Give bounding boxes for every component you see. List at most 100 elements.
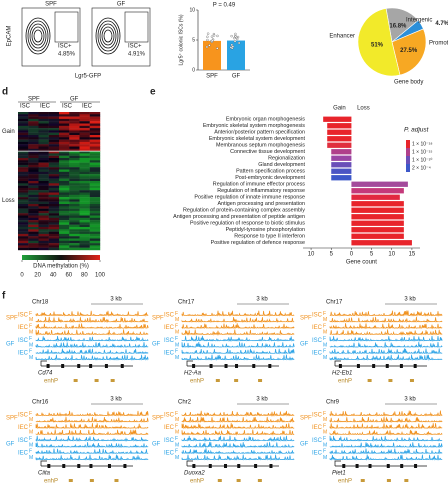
heat-cell — [38, 194, 49, 198]
heat-cell — [89, 236, 101, 239]
heat-cell — [18, 245, 29, 248]
sex-label: M — [29, 355, 33, 361]
exon — [268, 364, 272, 368]
heat-cell — [48, 148, 60, 152]
signal — [35, 423, 149, 430]
heat-cell — [48, 243, 60, 246]
heat-cell — [79, 130, 90, 133]
heat-cell — [48, 199, 60, 202]
heat-cell — [59, 153, 70, 156]
heat-cell — [69, 204, 80, 207]
heat-cell — [69, 224, 80, 228]
plot-frame — [91, 7, 151, 67]
dot — [233, 40, 237, 43]
gate-label: ISC+ — [58, 44, 72, 50]
exon — [413, 364, 417, 368]
sex-label: M — [29, 455, 33, 461]
exon — [89, 464, 93, 468]
cell-label: IEC — [312, 325, 323, 331]
heat-cell — [18, 144, 29, 147]
enh-box — [258, 379, 263, 382]
heat-cell — [38, 224, 49, 228]
bar — [351, 181, 408, 187]
heat-cell — [89, 222, 101, 225]
term-label: Antigen processing and presentation of p… — [173, 214, 305, 220]
term-label: Peptidyl-tyrosine phosphorylation — [226, 227, 305, 233]
signal — [181, 335, 295, 343]
heat-cell — [69, 233, 80, 237]
legend-tick-label: 100 — [95, 273, 106, 279]
exon — [89, 364, 93, 368]
heat-cell — [79, 197, 90, 200]
heat-cell — [38, 171, 49, 175]
sex-label: F — [175, 349, 178, 355]
heat-cell — [69, 236, 80, 239]
term-label: Connective tissue development — [230, 149, 305, 155]
heat-cell — [79, 240, 90, 244]
heat-cell — [79, 233, 90, 237]
signal — [181, 329, 295, 336]
heat-cell — [38, 130, 49, 133]
heat-cell — [18, 227, 29, 230]
slice-value: 27.5% — [400, 48, 418, 54]
term-label: Antigen processing and presentation — [217, 201, 305, 207]
heat-cell — [59, 233, 70, 237]
heat-cell — [48, 229, 60, 232]
heat-cell — [79, 167, 90, 170]
heat-cell — [59, 169, 70, 172]
heat-cell — [69, 229, 80, 232]
heat-cell — [38, 132, 49, 136]
heat-cell — [79, 162, 90, 166]
heat-cell — [38, 135, 49, 138]
heat-cell — [48, 190, 60, 193]
heat-cell — [89, 190, 101, 193]
dot — [205, 45, 209, 49]
heat-cell — [28, 247, 39, 251]
sex-label: M — [175, 317, 179, 323]
heat-cell — [38, 231, 49, 235]
group-label: GF — [152, 342, 161, 348]
heat-cell — [89, 199, 101, 202]
heat-cell — [59, 197, 70, 200]
exon — [61, 364, 65, 368]
signal — [35, 310, 149, 317]
heat-cell — [79, 153, 90, 156]
heat-cell — [28, 231, 39, 235]
heat-cell — [69, 169, 80, 172]
heat-cell — [69, 227, 80, 230]
signal — [35, 442, 149, 449]
heat-cell — [28, 135, 39, 138]
heat-cell — [89, 148, 101, 152]
heat-cell — [28, 123, 39, 126]
heat-cell — [59, 137, 70, 140]
heat-cell — [79, 181, 90, 184]
term-label: Embryonic organ morphogenesis — [226, 117, 305, 123]
heat-cell — [48, 116, 60, 120]
heat-cell — [38, 227, 49, 230]
heat-cell — [48, 144, 60, 147]
heat-cell — [79, 174, 90, 177]
heat-cell — [89, 164, 101, 168]
heat-cell — [28, 174, 39, 177]
heat-cell — [18, 231, 29, 235]
exon — [104, 364, 108, 368]
exon — [192, 464, 196, 468]
heat-cell — [18, 169, 29, 172]
panel-letter: d — [2, 87, 8, 98]
heat-cell — [89, 153, 101, 156]
signal — [181, 310, 295, 317]
series-label: Loss — [357, 106, 370, 112]
heat-cell — [59, 160, 70, 163]
bar — [351, 220, 404, 226]
heat-cell — [69, 201, 80, 205]
heat-cell — [48, 236, 60, 239]
contour — [27, 20, 49, 52]
heat-cell — [59, 128, 70, 131]
heat-cell — [28, 245, 39, 248]
sex-label: F — [29, 336, 32, 342]
exon — [356, 364, 360, 368]
heat-cell — [89, 210, 101, 214]
heat-cell — [18, 187, 29, 191]
heat-cell — [48, 187, 60, 191]
chromosome: Chr18 — [32, 300, 49, 306]
